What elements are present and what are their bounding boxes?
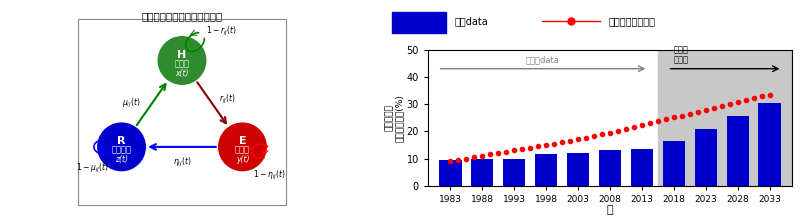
Text: z(t): z(t): [115, 155, 128, 164]
Circle shape: [98, 123, 146, 171]
Text: $1-\mu_{ij}(t)$: $1-\mu_{ij}(t)$: [76, 162, 109, 175]
Text: y(t): y(t): [236, 155, 250, 164]
Bar: [567, 152, 590, 186]
Bar: [78, 19, 286, 205]
Bar: [630, 149, 653, 186]
Text: 実際のdata: 実際のdata: [526, 56, 560, 65]
Bar: [471, 159, 494, 186]
Text: H: H: [178, 50, 186, 60]
Bar: [439, 160, 462, 186]
Text: 空き家: 空き家: [235, 146, 250, 155]
Text: $\mu_{ij}(t)$: $\mu_{ij}(t)$: [122, 97, 141, 110]
Bar: [726, 116, 749, 186]
Text: $1-\eta_{ij}(t)$: $1-\eta_{ij}(t)$: [254, 168, 286, 181]
Text: 統計の
予測値: 統計の 予測値: [674, 45, 689, 65]
Bar: [535, 154, 558, 186]
Text: $\eta_{ij}(t)$: $\eta_{ij}(t)$: [173, 156, 191, 169]
Bar: [662, 141, 685, 186]
Bar: [758, 103, 781, 186]
Bar: [658, 50, 795, 186]
Text: 有効活用: 有効活用: [111, 146, 131, 155]
Text: 確率推移を用いた数理モデル: 確率推移を用いた数理モデル: [142, 11, 222, 21]
Text: 住居中: 住居中: [174, 59, 190, 68]
X-axis label: 年: 年: [606, 205, 614, 215]
Circle shape: [218, 123, 266, 171]
Text: 統計data: 統計data: [454, 16, 489, 26]
Text: E: E: [238, 137, 246, 146]
Bar: [694, 129, 717, 186]
Text: 数理モデルの結果: 数理モデルの結果: [609, 16, 656, 26]
Text: R: R: [118, 137, 126, 146]
Text: $1-r_{ij}(t)$: $1-r_{ij}(t)$: [206, 25, 237, 38]
Bar: [503, 159, 526, 186]
Bar: [599, 150, 621, 186]
Text: x(t): x(t): [175, 69, 189, 78]
Circle shape: [158, 37, 206, 84]
Y-axis label: 日本全国の
空き家の比率(%): 日本全国の 空き家の比率(%): [385, 94, 404, 142]
Text: $r_{ij}(t)$: $r_{ij}(t)$: [218, 93, 235, 106]
